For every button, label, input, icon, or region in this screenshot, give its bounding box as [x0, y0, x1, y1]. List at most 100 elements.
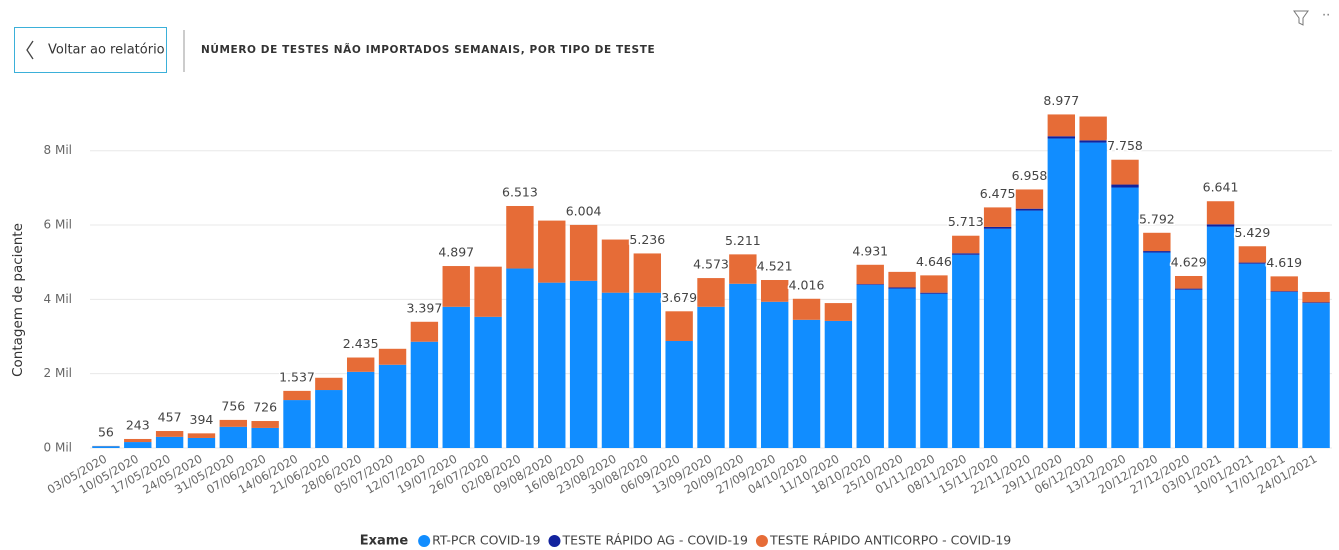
legend-marker [548, 535, 561, 547]
bar-segment [1206, 224, 1235, 227]
bar-segment [952, 235, 980, 254]
bar-segment [1174, 289, 1203, 448]
total-label: 4.619 [1266, 255, 1302, 270]
bar-segment [569, 280, 598, 448]
bar-segment [792, 319, 821, 448]
bar-segment [1079, 140, 1107, 143]
total-label: 5.429 [1234, 225, 1270, 240]
more-icon[interactable]: ·· [1322, 9, 1330, 24]
filter-icon[interactable] [1293, 10, 1309, 26]
bar-segment [346, 371, 375, 448]
bar-segment [697, 278, 725, 307]
bar-segment [219, 426, 248, 448]
bar-segment [155, 431, 184, 437]
y-axis-title: Contagem de paciente [10, 223, 26, 377]
bar-segment [219, 419, 248, 427]
bar-segment [1206, 201, 1235, 225]
bar-segment [187, 437, 216, 448]
bar-segment [538, 282, 566, 448]
bar-segment [410, 341, 439, 448]
bar-segment [633, 253, 662, 293]
back-button[interactable] [14, 27, 167, 73]
total-label: 457 [158, 410, 182, 425]
bar-segment [920, 293, 948, 448]
bar-segment [1143, 252, 1171, 448]
bar-segment [601, 292, 630, 448]
back-icon[interactable] [26, 40, 34, 60]
bar-segment [283, 390, 311, 401]
legend: Exame RT-PCR COVID-19 TESTE RÁPIDO AG - CO… [360, 533, 1012, 549]
bar-segment [888, 287, 916, 289]
bar-segment [1015, 189, 1044, 209]
bar-segment [538, 220, 566, 283]
bar-segment [1174, 275, 1203, 289]
bar-segment [633, 292, 662, 448]
total-label: 726 [253, 400, 277, 415]
bar-segment [760, 280, 789, 302]
bar-segment [1206, 226, 1235, 448]
bar-segment [506, 205, 534, 269]
bar-segment [1079, 116, 1107, 141]
y-tick-label: 4 Mil [44, 292, 72, 306]
legend-title: Exame [360, 534, 409, 549]
bar-segment [983, 226, 1012, 229]
total-label: 4.521 [757, 259, 793, 274]
bar-segment [378, 348, 407, 365]
bar-segment [1047, 136, 1076, 139]
y-tick-label: 2 Mil [44, 366, 72, 380]
bar-segment [665, 340, 693, 448]
bar-segment [601, 239, 630, 293]
bar-segment [983, 228, 1012, 448]
bar-segment [1238, 263, 1267, 448]
total-label: 56 [98, 424, 114, 439]
legend-label: TESTE RÁPIDO ANTICORPO - COVID-19 [769, 533, 1011, 548]
bar-segment [1079, 142, 1107, 448]
total-label: 4.931 [852, 243, 888, 258]
total-label: 8.977 [1043, 93, 1079, 108]
total-label: 3.397 [406, 300, 442, 315]
bar-segment [760, 301, 789, 448]
total-label: 6.513 [502, 184, 538, 199]
total-label: 4.646 [916, 254, 952, 269]
bar-segment [1143, 232, 1171, 252]
y-tick-label: 0 Mil [44, 441, 72, 455]
total-label: 4.573 [693, 257, 729, 272]
bar-segment [92, 446, 120, 448]
bar-segment [569, 224, 598, 281]
bar-segment [378, 364, 407, 448]
bar-segment [346, 357, 375, 372]
bar-segment [952, 254, 980, 448]
back-label[interactable]: Voltar ao relatório [48, 43, 165, 58]
bar-segment [1270, 291, 1298, 292]
total-label: 5.792 [1139, 211, 1175, 226]
bar-segment [920, 275, 948, 293]
bar-segment [888, 271, 916, 288]
bar-segment [983, 207, 1012, 227]
bar-segment [920, 292, 948, 294]
total-label: 4.897 [438, 245, 474, 260]
legend-marker [418, 535, 431, 547]
bar-segment [124, 442, 152, 448]
bar-segment [824, 320, 853, 448]
bar-segment [155, 436, 184, 448]
bar-segment [1111, 184, 1139, 188]
total-label: 5.713 [948, 214, 984, 229]
total-label: 6.475 [980, 186, 1016, 201]
total-label: 6.641 [1203, 180, 1239, 195]
total-label: 4.629 [1171, 254, 1207, 269]
bar-segment [1143, 251, 1171, 253]
total-label: 394 [190, 412, 214, 427]
bar-segment [856, 264, 884, 285]
bar-segment [665, 311, 693, 341]
total-label: 5.211 [725, 233, 761, 248]
bar-segment [506, 268, 534, 448]
bar-segment [283, 400, 311, 448]
bar-segment [729, 254, 757, 284]
bar-segment [251, 421, 279, 428]
legend-label: TESTE RÁPIDO AG - COVID-19 [561, 533, 748, 548]
bar-segment [315, 390, 343, 448]
bar-segment [1302, 303, 1330, 448]
bar-segment [792, 298, 821, 320]
bar-segment [187, 433, 216, 438]
bar-segment [1302, 302, 1330, 304]
